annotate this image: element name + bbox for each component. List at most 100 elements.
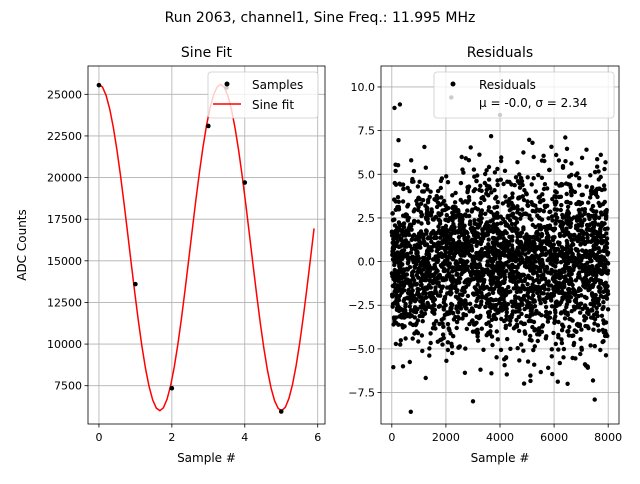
residual-point: [588, 195, 593, 200]
residual-point: [470, 291, 476, 296]
residual-point: [535, 273, 541, 279]
residual-point: [523, 236, 528, 242]
residual-point: [402, 296, 407, 302]
residual-point: [542, 158, 547, 164]
residual-point: [565, 310, 570, 316]
residual-point: [470, 309, 476, 314]
residual-point: [547, 256, 552, 261]
residual-point: [392, 319, 397, 324]
residual-point: [507, 322, 512, 327]
right-ytick-label: −5.0: [348, 343, 375, 356]
residual-point: [504, 313, 509, 319]
residual-point: [580, 229, 586, 235]
residual-point: [591, 243, 597, 248]
residual-point: [390, 211, 395, 216]
residual-point: [593, 188, 599, 193]
residual-point: [466, 234, 471, 240]
residual-point: [421, 267, 426, 272]
right-ytick-label: −2.5: [348, 299, 375, 312]
residual-point: [453, 284, 458, 289]
residual-point: [437, 321, 442, 327]
residual-point: [528, 245, 533, 250]
residual-point: [495, 337, 500, 342]
residual-point: [498, 177, 503, 182]
residual-point: [393, 341, 399, 347]
residual-point: [518, 260, 524, 266]
residual-point: [486, 237, 491, 242]
residual-point: [393, 315, 399, 320]
residual-point: [505, 336, 510, 342]
residual-point: [450, 193, 455, 198]
residual-point: [560, 182, 565, 187]
residual-point: [461, 170, 466, 175]
residual-point: [443, 261, 448, 266]
residual-point: [524, 260, 529, 265]
residual-point: [550, 218, 555, 223]
residual-point: [531, 263, 536, 268]
residual-point: [435, 339, 440, 344]
residual-point: [439, 176, 445, 181]
residual-point: [460, 245, 466, 250]
residual-point: [559, 285, 565, 290]
residual-point: [580, 277, 585, 282]
residual-point: [475, 289, 480, 294]
residual-point: [533, 203, 538, 208]
residual-point: [432, 197, 437, 202]
residual-point: [486, 164, 492, 170]
residual-point: [592, 169, 598, 175]
residual-point: [498, 235, 503, 240]
residual-point: [409, 284, 414, 289]
residual-point: [470, 269, 476, 274]
residual-point: [499, 230, 504, 236]
residual-point: [495, 231, 500, 236]
residual-point: [488, 286, 494, 291]
residual-point: [495, 199, 500, 205]
left-legend-fit-label: Sine fit: [252, 98, 294, 112]
residual-point: [471, 188, 476, 194]
residual-point: [528, 241, 534, 246]
residual-point: [463, 306, 469, 311]
residual-point: [544, 280, 550, 286]
residual-point: [536, 326, 542, 331]
residual-point: [475, 338, 481, 343]
residual-point: [561, 233, 567, 238]
residual-point: [582, 304, 588, 310]
residual-point: [407, 265, 413, 270]
residual-point: [437, 272, 442, 278]
residual-point: [398, 342, 403, 347]
residual-point: [544, 228, 549, 233]
residual-point: [441, 267, 447, 272]
residual-point: [587, 256, 593, 261]
residual-point: [430, 266, 435, 271]
residual-point: [539, 291, 545, 296]
residual-point: [581, 283, 586, 288]
residual-point: [591, 272, 597, 277]
residual-point: [570, 241, 575, 247]
residual-point: [462, 259, 467, 264]
residual-point: [576, 252, 581, 257]
residual-point: [598, 293, 604, 298]
right-xtick-label: 2000: [432, 431, 460, 444]
residual-point: [495, 210, 500, 216]
residual-point: [412, 299, 418, 304]
residual-point: [578, 258, 584, 263]
residual-point: [393, 162, 398, 167]
residual-point: [416, 287, 422, 292]
residual-point: [416, 219, 421, 224]
residual-point: [398, 306, 403, 311]
residual-point: [576, 293, 581, 299]
residual-point: [568, 185, 573, 190]
residual-point: [436, 240, 441, 245]
residual-point: [418, 241, 424, 246]
residual-point: [447, 285, 452, 291]
residual-point: [524, 246, 529, 251]
residual-point: [548, 209, 553, 214]
residual-point: [596, 284, 601, 290]
residual-point: [481, 279, 487, 285]
residual-point: [423, 165, 428, 170]
residual-point: [469, 262, 474, 267]
residual-point: [494, 329, 499, 334]
residual-point: [532, 299, 537, 304]
residual-point: [447, 275, 453, 280]
residual-point: [485, 259, 490, 264]
